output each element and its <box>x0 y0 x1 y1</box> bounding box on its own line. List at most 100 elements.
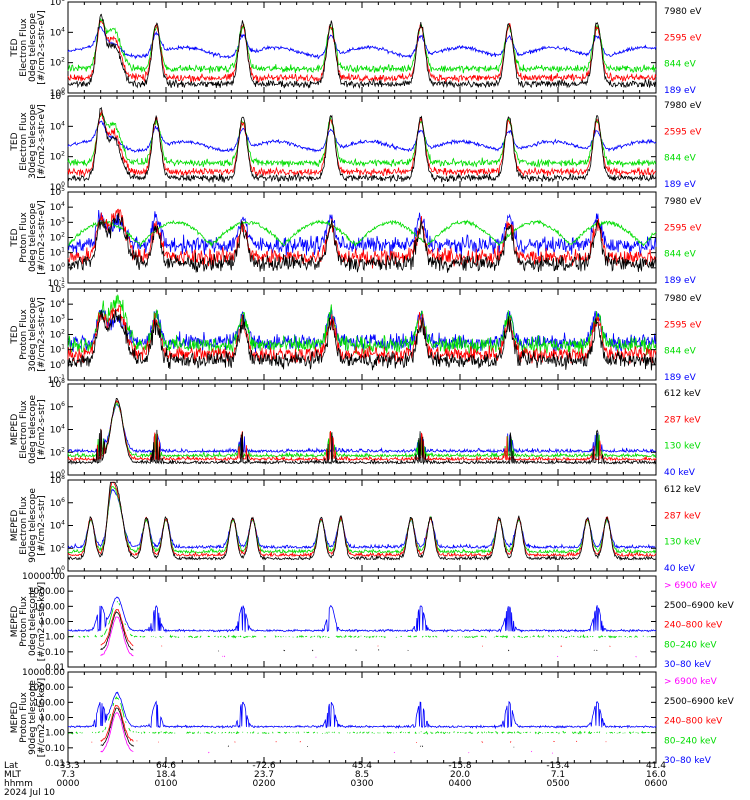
legend-entry: > 6900 keV <box>664 581 718 591</box>
legend-entry: 189 eV <box>664 86 697 96</box>
y-tick-label: 102 <box>50 446 65 458</box>
panel-7: 0.01 0.10 1.00 10.00 100.00 1000.00 10000.00ME… <box>10 572 735 673</box>
series-612-keV-line <box>67 489 657 550</box>
series-7980-eV-line <box>67 120 657 153</box>
y-tick-label: 1.00 <box>45 729 65 739</box>
series-612-keV-line <box>67 398 657 466</box>
series-7980-eV-line <box>67 19 657 84</box>
y-tick-label: 104 <box>50 520 65 532</box>
y-tick-label: 100 <box>50 262 65 274</box>
series-7980-eV-line <box>67 13 656 89</box>
x-row-label: hhmm <box>4 779 33 789</box>
y-tick-label: 106 <box>50 401 65 413</box>
series->-6900-keV-line <box>67 596 657 634</box>
legend-entry: 189 eV <box>664 373 697 383</box>
y-tick-label: 100.00 <box>34 602 66 612</box>
y-tick-label: 10.00 <box>39 714 65 724</box>
series->-6900-keV-line <box>67 691 657 730</box>
legend-entry: 7980 eV <box>664 294 702 304</box>
x-tick-label-hhmm: 0600 <box>645 779 668 789</box>
legend-entry: > 6900 keV <box>664 677 718 687</box>
series-7980-eV-line <box>67 213 657 273</box>
x-tick-label-hhmm: 0100 <box>155 779 178 789</box>
series-7980-eV-line <box>67 25 657 60</box>
x-tick-label-hhmm: 0500 <box>547 779 570 789</box>
legend-entry: 2595 eV <box>664 320 702 330</box>
x-tick-label-hhmm: 0200 <box>253 779 276 789</box>
series-612-keV-line <box>67 401 657 459</box>
series-7980-eV-line <box>67 294 657 355</box>
y-tick-label: 105 <box>50 186 65 198</box>
legend-entry: 7980 eV <box>664 7 702 17</box>
y-tick-label: 10000.00 <box>22 668 65 678</box>
series-7980-eV-line <box>67 308 657 371</box>
legend-entry: 240–800 keV <box>664 717 723 727</box>
y-tick-label: 106 <box>50 497 65 509</box>
y-tick-label: 100 <box>50 359 65 371</box>
x-tick-label-mlt: 20.0 <box>450 770 470 780</box>
series->-6900-keV-line <box>101 708 649 747</box>
y-axis-label: MEPEDElectron Flux0deg telescope[#/cm2-s… <box>10 395 47 465</box>
legend-entry: 189 eV <box>664 276 697 286</box>
panel-8: 0.01 0.10 1.00 10.00 100.00 1000.00 10000.00ME… <box>10 668 735 769</box>
y-tick-label: 103 <box>50 216 65 228</box>
legend-entry: 80–240 keV <box>664 640 717 650</box>
legend-entry: 30–80 keV <box>664 756 712 766</box>
legend-entry: 240–800 keV <box>664 621 723 631</box>
x-row-label: 2024 Jul 10 <box>4 788 55 798</box>
legend-entry: 130 keV <box>664 538 701 548</box>
y-tick-label: 104 <box>50 298 65 310</box>
x-tick-label-lat: 45.4 <box>352 761 372 771</box>
legend-entry: 2500–6900 keV <box>664 601 735 611</box>
legend-entry: 844 eV <box>664 60 697 70</box>
series-7980-eV-line <box>67 109 657 178</box>
series-7980-eV-line <box>67 106 657 183</box>
y-tick-label: 10.00 <box>39 618 65 628</box>
series-612-keV-line <box>67 481 657 558</box>
x-tick-label-mlt: 23.7 <box>254 770 274 780</box>
series-7980-eV-line <box>67 17 657 74</box>
legend-entry: 287 keV <box>664 511 701 521</box>
panel-frame <box>67 575 657 668</box>
series-612-keV-line <box>67 399 657 462</box>
x-tick-label-lat: 41.4 <box>646 761 666 771</box>
legend-entry: 130 keV <box>664 442 701 452</box>
legend-entry: 2595 eV <box>664 33 702 43</box>
y-tick-label: 100.00 <box>34 698 66 708</box>
legend-entry: 844 eV <box>664 347 697 357</box>
y-axis-label: TEDProton Flux30deg telescope[#/cm2-s-st… <box>10 297 47 372</box>
legend-entry: 40 keV <box>664 564 696 574</box>
y-axis-label: MEPEDProton Flux0deg telescope[#/cm2-s-s… <box>10 582 47 661</box>
legend-entry: 2500–6900 keV <box>664 697 735 707</box>
y-tick-label: 104 <box>50 201 65 213</box>
y-tick-label: 105 <box>50 283 65 295</box>
y-tick-label: 102 <box>50 542 65 554</box>
y-tick-label: 102 <box>50 232 65 244</box>
series->-6900-keV-line <box>92 705 655 742</box>
legend-entry: 7980 eV <box>664 101 702 111</box>
series-7980-eV-line <box>67 209 657 257</box>
x-tick-label-lat: -13.4 <box>546 761 570 771</box>
y-tick-label: 104 <box>50 120 65 132</box>
legend-entry: 189 eV <box>664 180 697 190</box>
y-tick-label: 106 <box>50 0 65 8</box>
series-7980-eV-line <box>67 219 657 248</box>
x-row-label: MLT <box>4 770 22 780</box>
x-tick-label-hhmm: 0000 <box>57 779 80 789</box>
series-7980-eV-line <box>67 208 657 269</box>
legend-entry: 2595 eV <box>664 223 702 233</box>
series-612-keV-line <box>67 404 656 454</box>
legend-entry: 2595 eV <box>664 127 702 137</box>
y-tick-label: 0.10 <box>45 648 65 658</box>
x-tick-label-mlt: 8.5 <box>355 770 369 780</box>
legend-entry: 7980 eV <box>664 197 702 207</box>
y-tick-label: 1000.00 <box>28 587 65 597</box>
y-axis-label: TEDProton Flux0deg telescope[#/cm2-s-str… <box>10 200 47 275</box>
x-tick-label-hhmm: 0300 <box>351 779 374 789</box>
y-tick-label: 0.01 <box>45 663 65 673</box>
